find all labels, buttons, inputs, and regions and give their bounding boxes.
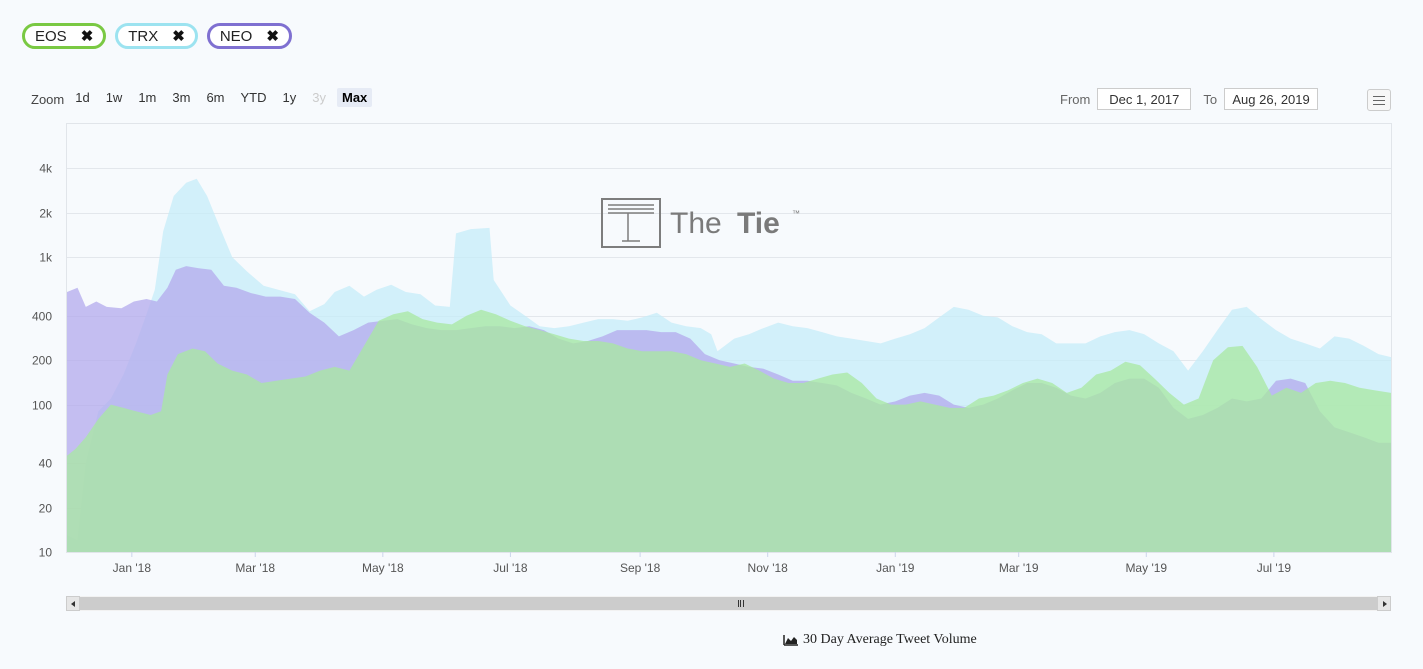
area-chart-icon	[783, 635, 798, 646]
right-arrow-icon	[1383, 601, 1387, 607]
zoom-1m-button[interactable]: 1m	[138, 90, 157, 105]
coin-filter-chips: EOS ✖ TRX ✖ NEO ✖	[22, 23, 292, 49]
y-tick-label: 20	[39, 502, 53, 516]
remove-icon[interactable]: ✖	[80, 27, 94, 45]
x-tick-label: Sep '18	[620, 561, 661, 575]
chip-trx[interactable]: TRX ✖	[115, 23, 198, 49]
chip-eos-label: EOS	[35, 27, 67, 45]
remove-icon[interactable]: ✖	[172, 27, 185, 45]
logo-box	[601, 198, 661, 248]
zoom-3y-button: 3y	[312, 90, 326, 105]
chip-neo[interactable]: NEO ✖	[206, 23, 292, 49]
x-tick-label: May '19	[1125, 561, 1167, 575]
scrollbar-thumb[interactable]	[80, 597, 1377, 610]
x-tick-label: Jul '19	[1257, 561, 1292, 575]
x-tick-label: May '18	[362, 561, 404, 575]
caption-text: 30 Day Average Tweet Volume	[803, 632, 977, 647]
date-range: From To	[1060, 88, 1330, 110]
chip-neo-label: NEO	[219, 27, 253, 45]
left-arrow-icon	[71, 601, 75, 607]
zoom-ytd-button[interactable]: YTD	[240, 90, 267, 105]
to-date-input[interactable]	[1224, 88, 1319, 110]
zoom-1d-button[interactable]: 1d	[75, 90, 90, 105]
zoom-label: Zoom	[31, 92, 65, 107]
logo-text-the: The	[670, 207, 722, 240]
logo-text-tie: Tie	[737, 207, 780, 240]
y-axis-labels: 10 20 40 100 200 400 1k 2k 4k	[32, 162, 53, 560]
zoom-1w-button[interactable]: 1w	[105, 90, 123, 105]
x-tick-label: Jul '18	[493, 561, 528, 575]
scroll-left-button[interactable]	[66, 596, 80, 611]
logo-trademark: ™	[792, 209, 800, 218]
x-tick-label: Mar '18	[235, 561, 275, 575]
chart-menu-button[interactable]	[1367, 89, 1391, 111]
chip-trx-label: TRX	[128, 27, 159, 45]
hamburger-icon-line	[1373, 100, 1385, 101]
y-tick-label: 4k	[39, 162, 53, 176]
zoom-6m-button[interactable]: 6m	[206, 90, 225, 105]
hamburger-icon	[1373, 96, 1385, 97]
chart-caption: 30 Day Average Tweet Volume	[783, 632, 977, 648]
zoom-1y-button[interactable]: 1y	[282, 90, 297, 105]
y-tick-label: 200	[32, 354, 52, 368]
from-label: From	[1060, 91, 1091, 107]
from-date-input[interactable]	[1097, 88, 1192, 110]
y-tick-label: 400	[32, 310, 52, 324]
y-tick-label: 10	[39, 546, 53, 560]
chip-eos[interactable]: EOS ✖	[22, 23, 107, 49]
series-area-eos	[67, 309, 1391, 552]
x-tick-label: Jan '18	[113, 561, 152, 575]
x-tick-label: Jan '19	[876, 561, 915, 575]
y-tick-label: 100	[32, 399, 52, 413]
y-tick-label: 1k	[39, 251, 53, 265]
y-tick-label: 2k	[39, 207, 53, 221]
hamburger-icon-line	[1373, 104, 1385, 105]
x-tick-label: Nov '18	[748, 561, 789, 575]
zoom-selector: Zoom 1d 1w 1m 3m 6m YTD 1y 3y Max	[31, 88, 378, 107]
zoom-3m-button[interactable]: 3m	[172, 90, 191, 105]
x-axis-labels: Jan '18 Mar '18 May '18 Jul '18 Sep '18 Nov '…	[113, 552, 1292, 575]
y-tick-label: 40	[39, 457, 53, 471]
to-label: To	[1203, 91, 1218, 107]
thetie-logo: The Tie ™	[601, 198, 800, 248]
navigator-scrollbar[interactable]	[66, 596, 1391, 611]
plot-border	[66, 123, 1392, 553]
zoom-max-button[interactable]: Max	[336, 88, 373, 107]
series-areas	[67, 178, 1391, 553]
remove-icon[interactable]: ✖	[266, 27, 279, 45]
scroll-right-button[interactable]	[1377, 596, 1391, 611]
x-tick-label: Mar '19	[999, 561, 1039, 575]
grip-icon	[738, 600, 744, 607]
